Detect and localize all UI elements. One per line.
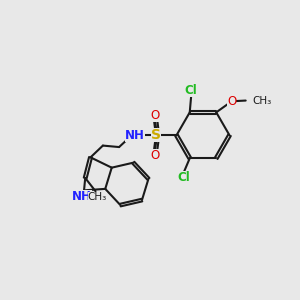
- Text: NH: NH: [72, 190, 92, 203]
- Text: O: O: [150, 109, 160, 122]
- Text: CH₃: CH₃: [88, 191, 107, 202]
- Text: Cl: Cl: [185, 84, 198, 97]
- Text: S: S: [152, 128, 161, 142]
- Text: NH: NH: [125, 129, 145, 142]
- Text: CH₃: CH₃: [252, 96, 272, 106]
- Text: Cl: Cl: [177, 172, 190, 184]
- Text: O: O: [227, 94, 236, 108]
- Text: O: O: [150, 148, 160, 161]
